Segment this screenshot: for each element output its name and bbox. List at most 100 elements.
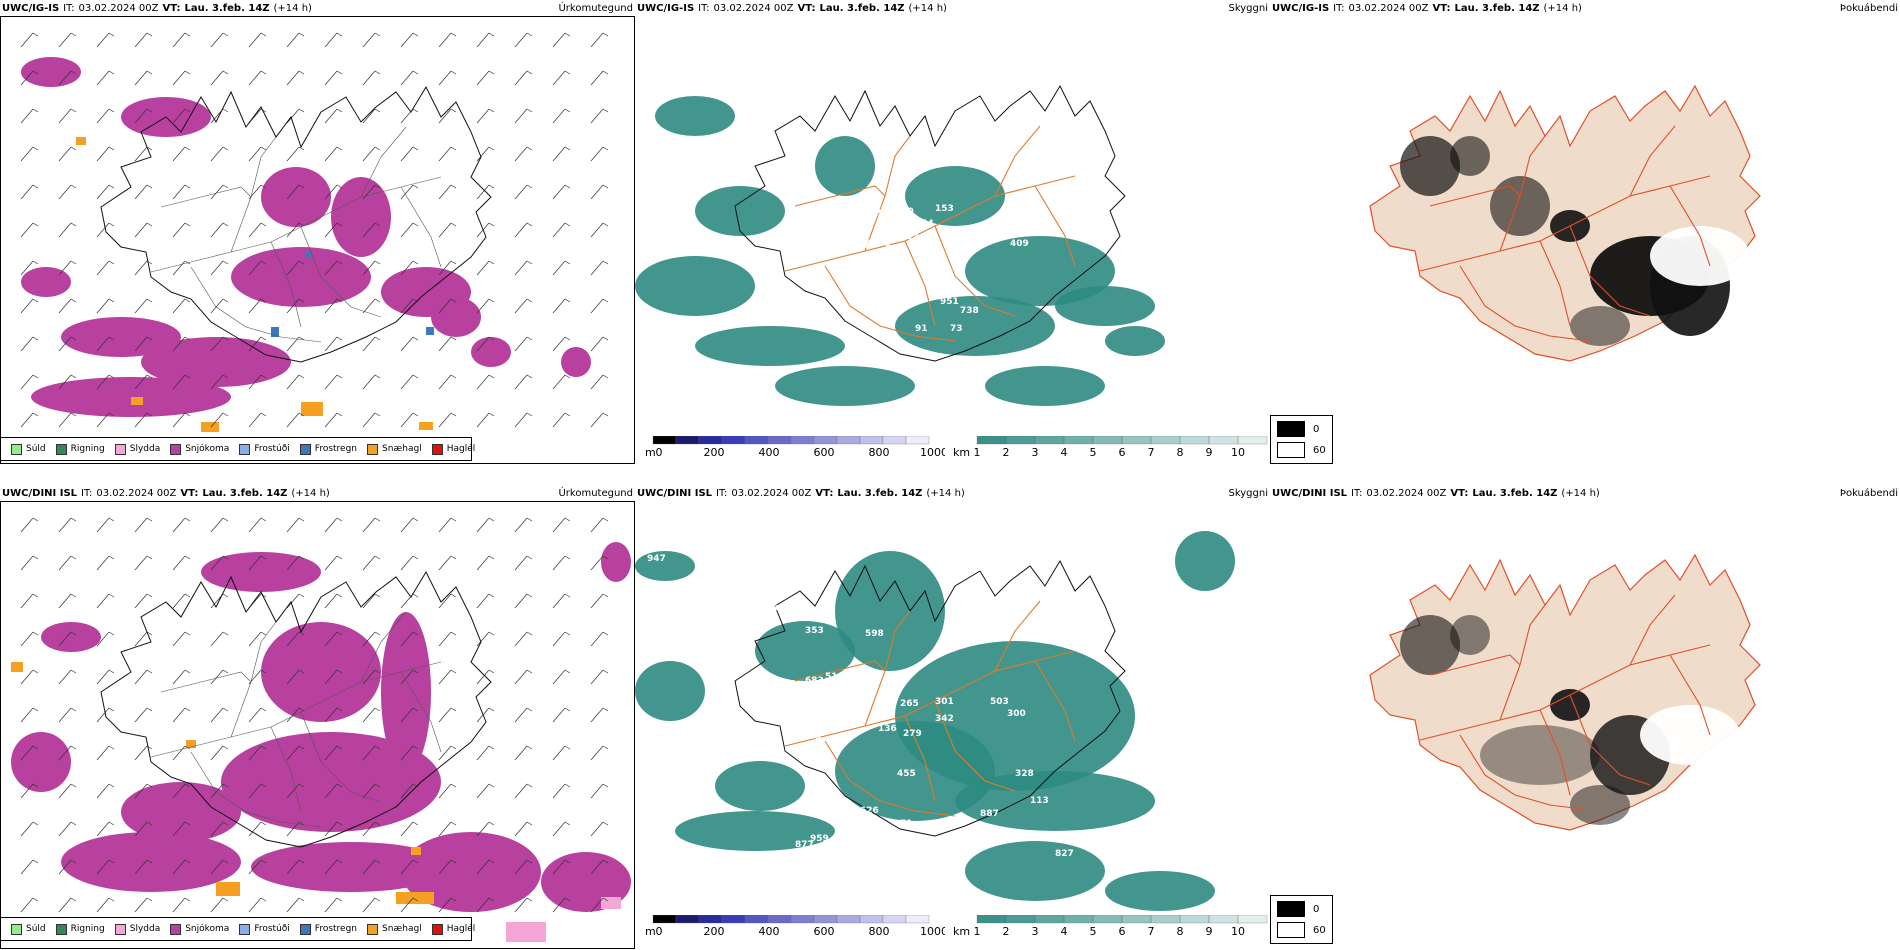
height-tick: 800 bbox=[869, 925, 890, 937]
cloud-base-label: 91 bbox=[915, 324, 928, 334]
cloud-base-label: 626 bbox=[860, 806, 879, 816]
it-label: IT: bbox=[81, 487, 93, 499]
legend-swatch bbox=[55, 923, 67, 935]
visibility-tick: 5 bbox=[1090, 446, 1097, 458]
legend-item: Snjókoma bbox=[170, 443, 229, 455]
visibility-tick: 9 bbox=[1206, 446, 1213, 458]
fog-legend-item: 60 bbox=[1277, 442, 1326, 458]
snow-areas bbox=[21, 57, 591, 417]
fog-index-map bbox=[1369, 553, 1761, 831]
cloud-base-label: 503 bbox=[990, 697, 1009, 707]
low-visibility-areas bbox=[635, 531, 1235, 911]
visibility-tick: 7 bbox=[1148, 446, 1155, 458]
low-visibility-areas bbox=[635, 96, 1165, 406]
fog-legend-item: 0 bbox=[1277, 421, 1326, 437]
cloud-base-label: 510 bbox=[825, 672, 844, 682]
height-colorbar: m 0 200 400 600 800 1000 bbox=[645, 915, 945, 937]
cloud-base-label: 713 bbox=[955, 249, 974, 259]
visibility-tick: 5 bbox=[1090, 925, 1097, 937]
init-time: 03.02.2024 00Z bbox=[78, 2, 159, 14]
cloud-base-label: 512 bbox=[900, 232, 919, 242]
it-label: IT: bbox=[698, 2, 710, 14]
legend-item: Frostregn bbox=[299, 923, 357, 935]
precip-type-legend: Súld Rigning Slydda Snjókoma Frostúði Frostre… bbox=[0, 917, 475, 941]
legend-label: Snjókoma bbox=[185, 924, 230, 934]
fog-legend-label: 60 bbox=[1313, 444, 1326, 456]
field-name: Úrkomutegund bbox=[558, 488, 633, 499]
model-name: UWC/DINI ISL bbox=[1272, 487, 1348, 499]
legend-item: Frostúði bbox=[239, 923, 290, 935]
init-time: 03.02.2024 00Z bbox=[96, 487, 177, 499]
cloud-base-label: 877 bbox=[795, 840, 814, 850]
cloud-base-label: 301 bbox=[935, 697, 954, 707]
precip-type-panel-row1: UWC/IG-IS IT: 03.02.2024 00Z VT: Lau. 3.… bbox=[0, 0, 635, 475]
legend-label: Snæhagl bbox=[382, 924, 422, 934]
cloud-base-label: 157 bbox=[1000, 212, 1019, 222]
legend-swatch bbox=[299, 923, 311, 935]
wind-barbs bbox=[20, 517, 609, 913]
cloud-base-label: 663 bbox=[765, 604, 784, 614]
height-colorbar: m 0 200 400 600 800 1000 bbox=[645, 436, 945, 458]
roads bbox=[1419, 594, 1711, 811]
lead-time: (+14 h) bbox=[908, 2, 947, 14]
valid-time: Lau. 3.feb. 14Z bbox=[202, 487, 288, 499]
legend-swatch bbox=[431, 923, 443, 935]
fog-legend: 0 60 bbox=[1270, 895, 1333, 944]
vt-label: VT: bbox=[1432, 2, 1451, 14]
iceland-coastline bbox=[734, 559, 1126, 837]
height-tick: 1000 bbox=[920, 446, 945, 458]
visibility-tick: 2 bbox=[1003, 925, 1010, 937]
visibility-tick: 2 bbox=[1003, 446, 1010, 458]
valid-time: Lau. 3.feb. 14Z bbox=[184, 2, 270, 14]
cloud-base-label: 683 bbox=[805, 676, 824, 686]
legend-item: Slydda bbox=[114, 443, 160, 455]
visibility-panel-row1: UWC/IG-IS IT: 03.02.2024 00Z VT: Lau. 3.… bbox=[635, 0, 1270, 475]
valid-time: Lau. 3.feb. 14Z bbox=[837, 487, 923, 499]
field-name: Úrkomutegund bbox=[558, 3, 633, 14]
cloud-base-label: 153 bbox=[935, 204, 954, 214]
model-name: UWC/IG-IS bbox=[2, 2, 60, 14]
height-tick: 400 bbox=[759, 925, 780, 937]
precip-type-legend: Súld Rigning Slydda Snjókoma Frostúði Frostre… bbox=[0, 437, 475, 461]
it-label: IT: bbox=[1351, 487, 1363, 499]
it-label: IT: bbox=[1333, 2, 1345, 14]
legend-item: Súld bbox=[11, 923, 46, 935]
cloud-base-label: 598 bbox=[865, 629, 884, 639]
init-time: 03.02.2024 00Z bbox=[1366, 487, 1447, 499]
legend-swatch bbox=[239, 443, 251, 455]
visibility-tick: 1 bbox=[974, 925, 981, 937]
cloud-base-label: 71 bbox=[900, 819, 913, 829]
cloud-base-label: 291 bbox=[825, 684, 844, 694]
cloud-base-label: 485 bbox=[697, 540, 716, 550]
legend-item: Haglél bbox=[431, 443, 475, 455]
vt-label: VT: bbox=[797, 2, 816, 14]
legend-swatch bbox=[299, 443, 311, 455]
legend-swatch bbox=[170, 443, 182, 455]
init-time: 03.02.2024 00Z bbox=[1348, 2, 1429, 14]
cloud-base-label: 265 bbox=[900, 699, 919, 709]
visibility-unit: km bbox=[953, 446, 970, 458]
vt-label: VT: bbox=[162, 2, 181, 14]
model-name: UWC/IG-IS bbox=[1272, 2, 1330, 14]
field-name: Þokuábendi bbox=[1839, 488, 1898, 499]
cloud-base-label: 738 bbox=[960, 306, 979, 316]
cloud-base-label: 136 bbox=[878, 724, 897, 734]
height-unit: m bbox=[645, 925, 656, 937]
field-name: Þokuábendi bbox=[1839, 3, 1898, 14]
cloud-base-label: 887 bbox=[980, 809, 999, 819]
visibility-colorbar: km 1 2 3 4 5 6 7 8 9 10 bbox=[953, 436, 1268, 458]
cloud-base-label: 344 bbox=[915, 219, 934, 229]
legend-label: Súld bbox=[26, 444, 46, 454]
visibility-tick: 10 bbox=[1231, 925, 1245, 937]
visibility-tick: 3 bbox=[1032, 446, 1039, 458]
visibility-tick: 4 bbox=[1061, 925, 1068, 937]
lead-time: (+14 h) bbox=[291, 487, 330, 499]
valid-time: Lau. 3.feb. 14Z bbox=[1454, 2, 1540, 14]
lead-time: (+14 h) bbox=[1543, 2, 1582, 14]
legend-item: Slydda bbox=[114, 923, 160, 935]
legend-label: Frostúði bbox=[254, 924, 290, 934]
visibility-tick: 6 bbox=[1119, 925, 1126, 937]
legend-item: Haglél bbox=[431, 923, 475, 935]
legend-item: Snæhagl bbox=[367, 443, 422, 455]
